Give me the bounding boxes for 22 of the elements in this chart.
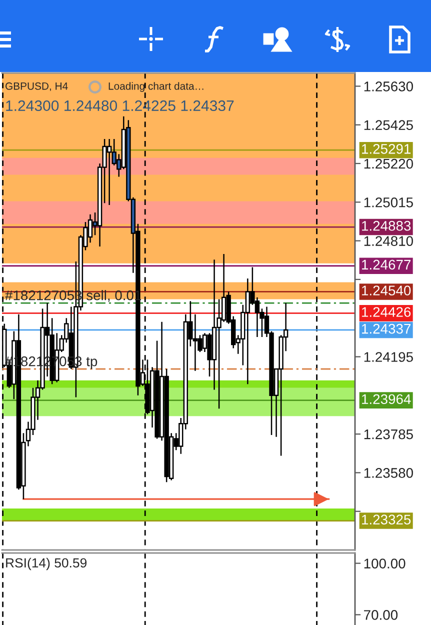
annotation: Loading chart data… (108, 82, 204, 92)
y-tick-label: 100.00 (364, 558, 406, 568)
y-tick-label: 1.25015 (364, 197, 413, 208)
y-tick-label: 70.00 (364, 610, 398, 620)
ref-line-label: 1.24337 (362, 324, 411, 334)
y-tick-label: 1.25220 (364, 158, 413, 169)
y-tick-label: 1.25630 (364, 82, 413, 92)
ref-line-label: 1.24540 (362, 286, 411, 296)
ref-line-label: 1.24426 (362, 307, 411, 317)
text: GBPUSD, H4 (6, 82, 68, 92)
ref-line-label: 1.24677 (362, 260, 411, 270)
ref-line-label: 1.24883 (362, 220, 411, 231)
y-tick-label: 1.23580 (364, 468, 413, 478)
chart-title: RSI(14) 50.59 (6, 558, 87, 570)
y-tick-label: 1.24195 (364, 352, 413, 362)
ref-line-label: 1.23964 (362, 394, 411, 404)
ref-line-label: 1.25291 (362, 144, 411, 154)
text: 1.24300 1.24480 1.24225 1.24337 (6, 100, 234, 112)
y-tick-label: 1.23785 (364, 429, 413, 440)
y-tick-label: 1.24810 (364, 236, 413, 246)
y-tick-label: 1.25425 (364, 120, 413, 130)
ref-line-label: 1.23325 (362, 514, 411, 525)
